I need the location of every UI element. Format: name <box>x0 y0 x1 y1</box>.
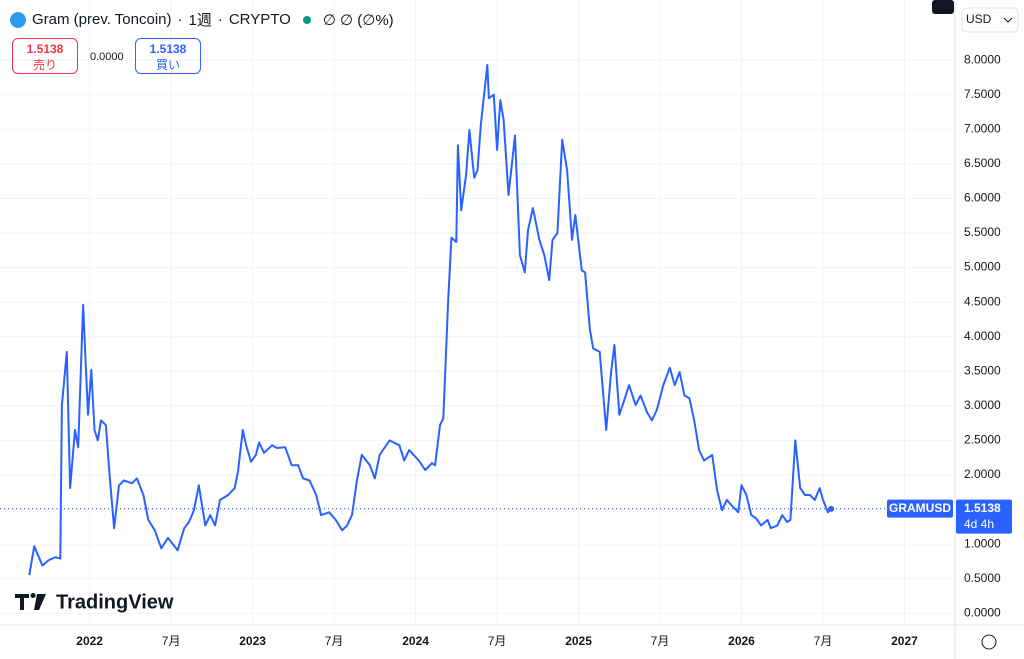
legend-header: Gram (prev. Toncoin) · 1週 · CRYPTO ∅ ∅ (∅%… <box>10 9 394 30</box>
y-tick-label: 5.5000 <box>964 225 1001 239</box>
x-tick-label: 2023 <box>239 634 266 648</box>
price-line <box>28 64 832 576</box>
price-tag-label: 1.5138 <box>964 501 1001 515</box>
spread: 0.0000 <box>90 51 124 63</box>
x-tick-label: 7月 <box>325 634 344 648</box>
sell-price: 1.5138 <box>26 42 64 56</box>
x-tick-label: 2025 <box>565 634 592 648</box>
symbol-tag-label: GRAMUSD <box>889 501 951 515</box>
y-tick-label: 5.0000 <box>964 260 1001 274</box>
sell-button[interactable]: 1.5138 売り <box>12 38 78 74</box>
status-dot <box>302 15 311 24</box>
symbol-icon <box>10 11 26 28</box>
x-tick-label: 7月 <box>651 634 670 648</box>
y-tick-label: 7.5000 <box>964 87 1001 101</box>
settings-icon[interactable] <box>981 634 997 650</box>
y-tick-label: 8.0000 <box>964 52 1001 66</box>
currency[interactable]: USD <box>966 12 992 26</box>
buy-button[interactable]: 1.5138 買い <box>135 38 201 74</box>
y-tick-label: 2.0000 <box>964 467 1001 481</box>
exchange: CRYPTO <box>228 11 291 28</box>
y-tick-label: 1.0000 <box>964 536 1001 550</box>
buy-price: 1.5138 <box>149 42 187 56</box>
y-tick-label: 3.0000 <box>964 398 1001 412</box>
y-tick-label: 3.5000 <box>964 363 1001 377</box>
y-tick-label: 6.5000 <box>964 156 1001 170</box>
dropdown-icon <box>1003 17 1013 23</box>
add-button[interactable] <box>932 0 954 14</box>
y-tick-label: 7.0000 <box>964 121 1001 135</box>
y-tick-label: 2.5000 <box>964 433 1001 447</box>
logo: TradingView <box>15 591 174 613</box>
x-tick-label: 7月 <box>488 634 507 648</box>
x-tick-label: 2027 <box>891 634 918 648</box>
y-tick-label: 0.0000 <box>964 605 1001 619</box>
ohlc: ∅ ∅ (∅%) <box>322 11 394 29</box>
logo-text: TradingView <box>56 591 174 613</box>
y-tick-label: 0.5000 <box>964 571 1001 585</box>
symbol: Gram (prev. Toncoin) <box>32 11 172 28</box>
buy-label: 買い <box>155 58 180 72</box>
x-tick-label: 2022 <box>76 634 103 648</box>
y-tick-label: 4.5000 <box>964 294 1001 308</box>
countdown: 4d 4h <box>964 517 994 531</box>
currency-button[interactable] <box>961 7 1019 33</box>
sell-label: 売り <box>32 58 57 72</box>
interval: 1週 <box>188 12 212 29</box>
price-tag <box>956 499 1012 534</box>
symbol-tag <box>887 499 953 518</box>
y-tick-label: 4.0000 <box>964 329 1001 343</box>
x-tick-label: 7月 <box>814 634 833 648</box>
plot <box>28 64 832 576</box>
x-tick-label: 7月 <box>162 634 181 648</box>
y-tick-label: 6.0000 <box>964 191 1001 205</box>
last-point <box>828 505 835 512</box>
grid <box>0 0 955 625</box>
x-tick-label: 2026 <box>728 634 755 648</box>
x-tick-label: 2024 <box>402 634 429 648</box>
